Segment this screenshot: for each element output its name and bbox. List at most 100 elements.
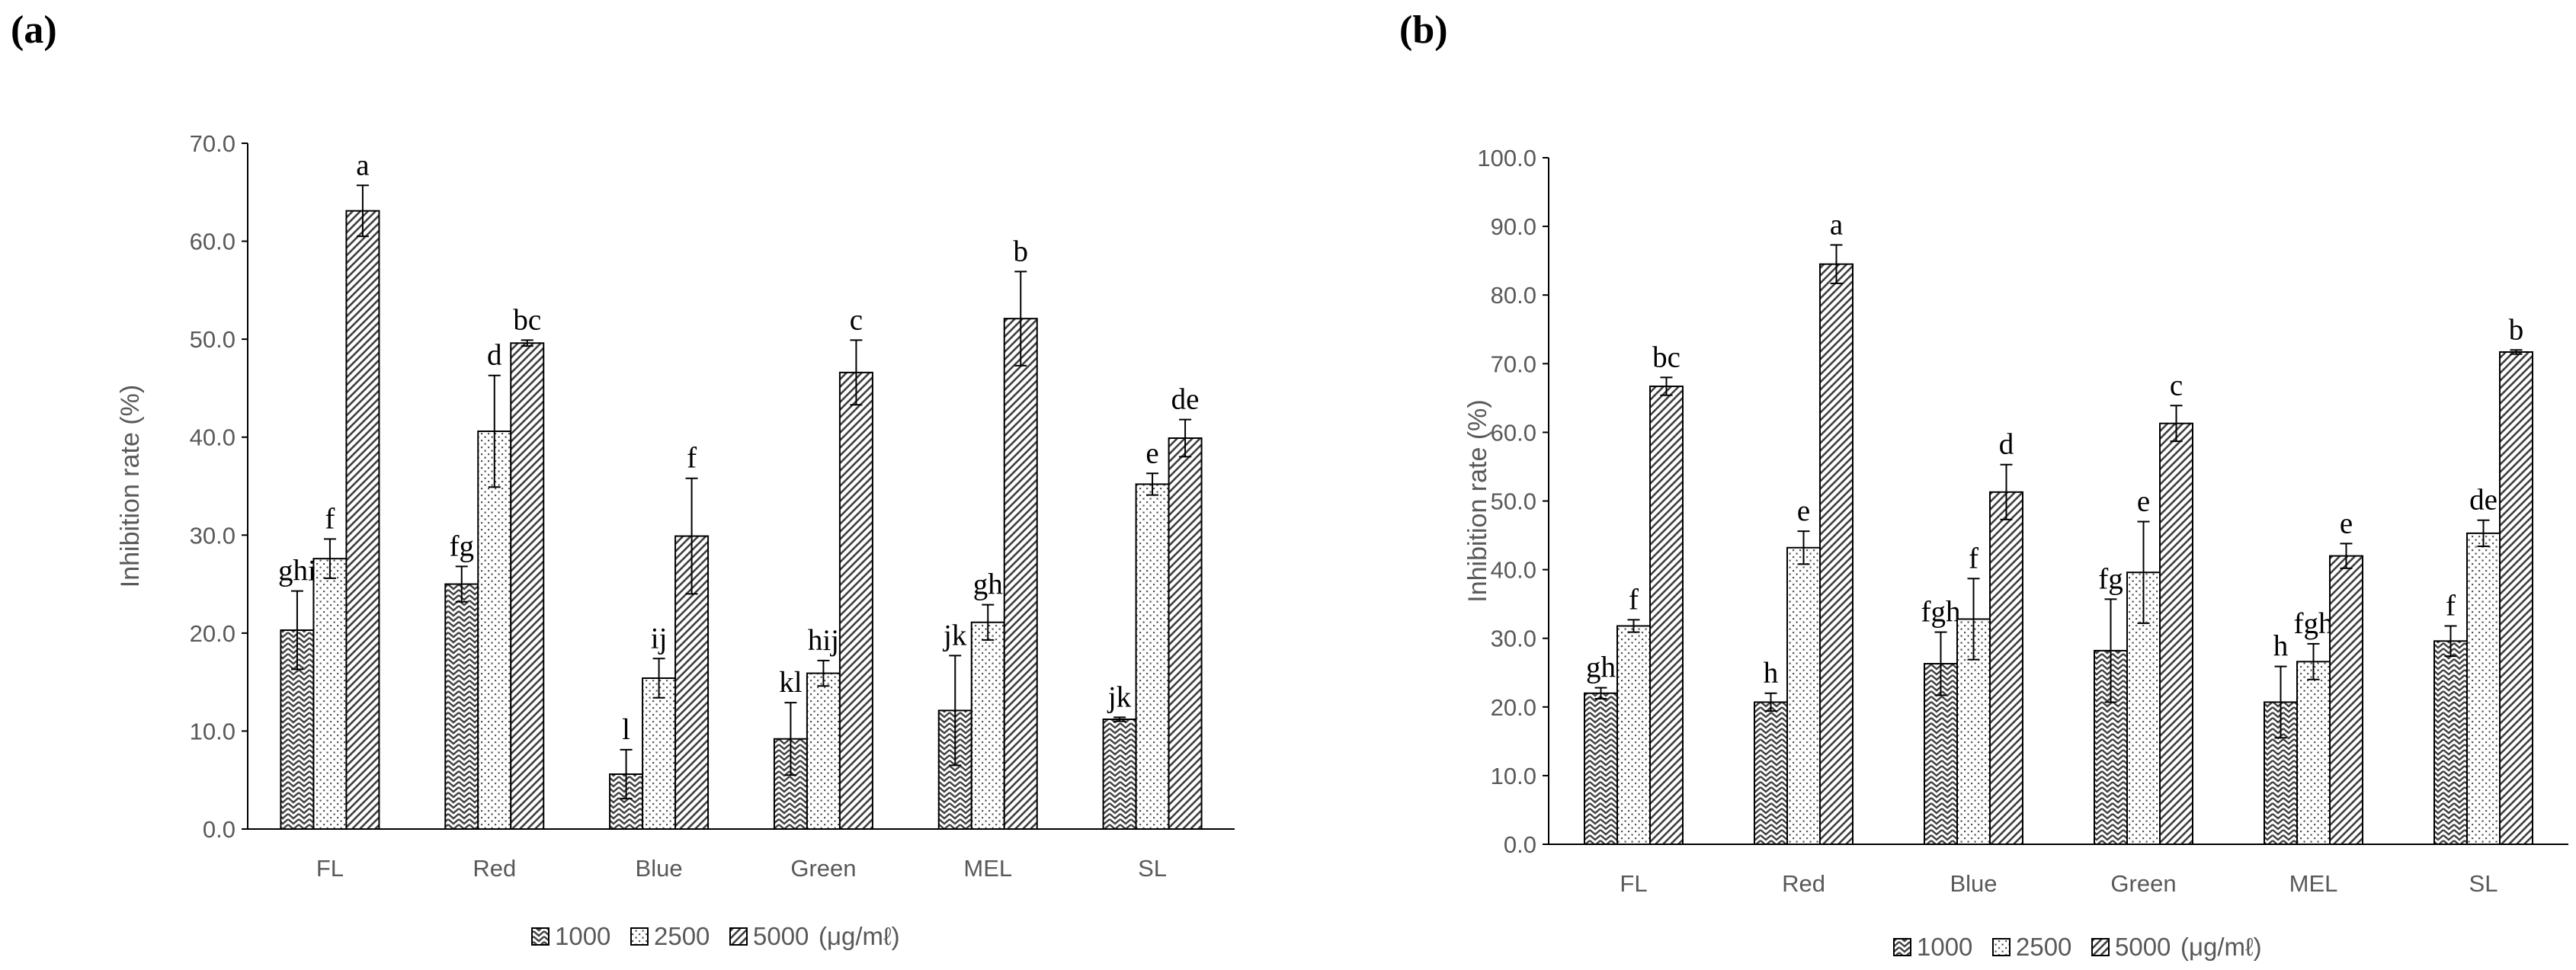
significance-letter: d	[1999, 428, 2014, 461]
legend-swatch	[2091, 938, 2110, 956]
significance-letter: d	[487, 339, 502, 372]
bar	[312, 558, 348, 831]
x-tick-label: MEL	[963, 855, 1012, 882]
y-tick-label: 70.0	[1491, 351, 1536, 377]
y-tick-label: 70.0	[190, 130, 235, 157]
significance-letter: fg	[450, 530, 475, 562]
significance-letter: c	[2170, 369, 2183, 402]
x-tick-label: SL	[2469, 870, 2498, 897]
panel-b-label: (b)	[1399, 8, 1448, 52]
significance-letter: ij	[651, 622, 668, 655]
significance-letter: e	[2340, 507, 2353, 539]
x-tick-label: Red	[1782, 870, 1825, 897]
significance-letter: b	[2509, 313, 2524, 346]
bar	[1649, 386, 1684, 845]
significance-letter: fgh	[2294, 607, 2334, 640]
y-tick-label: 100.0	[1477, 145, 1536, 171]
bar	[642, 677, 677, 830]
y-axis-title: Inhibition rate (%)	[116, 385, 145, 587]
y-tick-label: 90.0	[1491, 213, 1536, 240]
legend-swatch	[1992, 938, 2010, 956]
significance-letter: f	[1629, 583, 1639, 616]
significance-letter: bc	[1652, 341, 1680, 373]
bar	[2499, 351, 2533, 846]
bar	[2159, 422, 2193, 845]
bar	[970, 621, 1005, 830]
y-axis-title: Inhibition rate (%)	[1463, 399, 1492, 602]
legend-swatch	[531, 927, 549, 946]
bar	[1819, 263, 1854, 845]
significance-letter: jk	[1107, 680, 1132, 713]
panel-a-label: (a)	[11, 8, 57, 52]
legend-entry: 1000	[555, 922, 610, 950]
significance-letter: f	[2446, 589, 2456, 622]
significance-letter: fgh	[1921, 596, 1961, 629]
bar	[2296, 661, 2331, 845]
significance-letter: gh	[973, 568, 1003, 601]
significance-letter: a	[1830, 208, 1843, 241]
y-tick-label: 60.0	[1491, 419, 1536, 446]
significance-letter: f	[1969, 542, 1978, 575]
significance-letter: h	[2273, 630, 2289, 663]
y-tick-label: 60.0	[190, 229, 235, 255]
legend-swatch	[1893, 938, 1911, 956]
x-tick-label: Green	[790, 855, 856, 882]
significance-letter: de	[2469, 484, 2498, 517]
y-tick-label: 40.0	[190, 424, 235, 451]
x-tick-label: SL	[1138, 855, 1167, 882]
bar	[1102, 719, 1137, 830]
legend-unit: (μg/mℓ)	[819, 922, 900, 950]
x-tick-label: Green	[2110, 870, 2176, 897]
significance-letter: b	[1014, 235, 1029, 267]
x-tick-label: FL	[316, 855, 344, 882]
bar	[1003, 318, 1038, 830]
y-tick-label: 50.0	[1491, 488, 1536, 515]
x-tick-label: FL	[1620, 870, 1647, 897]
significance-letter: h	[1764, 657, 1779, 690]
bar	[1584, 692, 1618, 846]
bar	[2329, 555, 2363, 846]
legend-entry: 1000	[1917, 933, 1972, 961]
x-tick-label: Red	[473, 855, 516, 882]
significance-letter: bc	[513, 303, 541, 336]
bar	[280, 629, 315, 830]
bar	[345, 210, 380, 830]
significance-letter: e	[2137, 485, 2150, 518]
legend-swatch	[630, 927, 649, 946]
y-tick-label: 80.0	[1491, 282, 1536, 309]
legend-unit: (μg/mℓ)	[2180, 933, 2262, 961]
bar	[1168, 437, 1203, 830]
legend-entry: 2500	[654, 922, 710, 950]
bar	[1135, 483, 1170, 831]
x-tick-label: Blue	[1950, 870, 1997, 897]
y-tick-label: 10.0	[1491, 763, 1536, 789]
significance-letter: gh	[1586, 651, 1616, 684]
bar	[1989, 491, 2023, 845]
significance-letter: ghi	[278, 555, 316, 587]
significance-letter: kl	[779, 666, 803, 699]
y-tick-label: 30.0	[1491, 626, 1536, 652]
y-tick-label: 20.0	[1491, 694, 1536, 721]
significance-letter: c	[850, 303, 863, 336]
chart-a: 0.0 10.0 20.0 30.0 40.0 50.0 60.0 70.0 Inhibitio…	[116, 130, 1235, 950]
significance-letter: jk	[942, 619, 967, 651]
legend-entry: 5000	[2115, 933, 2171, 961]
y-tick-label: 50.0	[190, 326, 235, 353]
significance-letter: fg	[2098, 562, 2123, 595]
bar	[937, 709, 972, 831]
bar	[1616, 625, 1651, 845]
bar	[2433, 640, 2468, 846]
legend-entry: 5000	[753, 922, 809, 950]
significance-letter: a	[356, 149, 369, 181]
legend-entry: 2500	[2016, 933, 2071, 961]
significance-letter: e	[1797, 495, 1810, 527]
bar	[806, 672, 841, 830]
y-tick-label: 0.0	[1504, 831, 1536, 858]
bar	[477, 431, 512, 830]
bar	[1754, 701, 1788, 845]
bar	[838, 371, 873, 831]
significance-letter: hij	[808, 624, 839, 657]
y-tick-label: 30.0	[190, 522, 235, 549]
significance-letter: e	[1145, 437, 1158, 469]
y-tick-label: 10.0	[190, 718, 235, 744]
